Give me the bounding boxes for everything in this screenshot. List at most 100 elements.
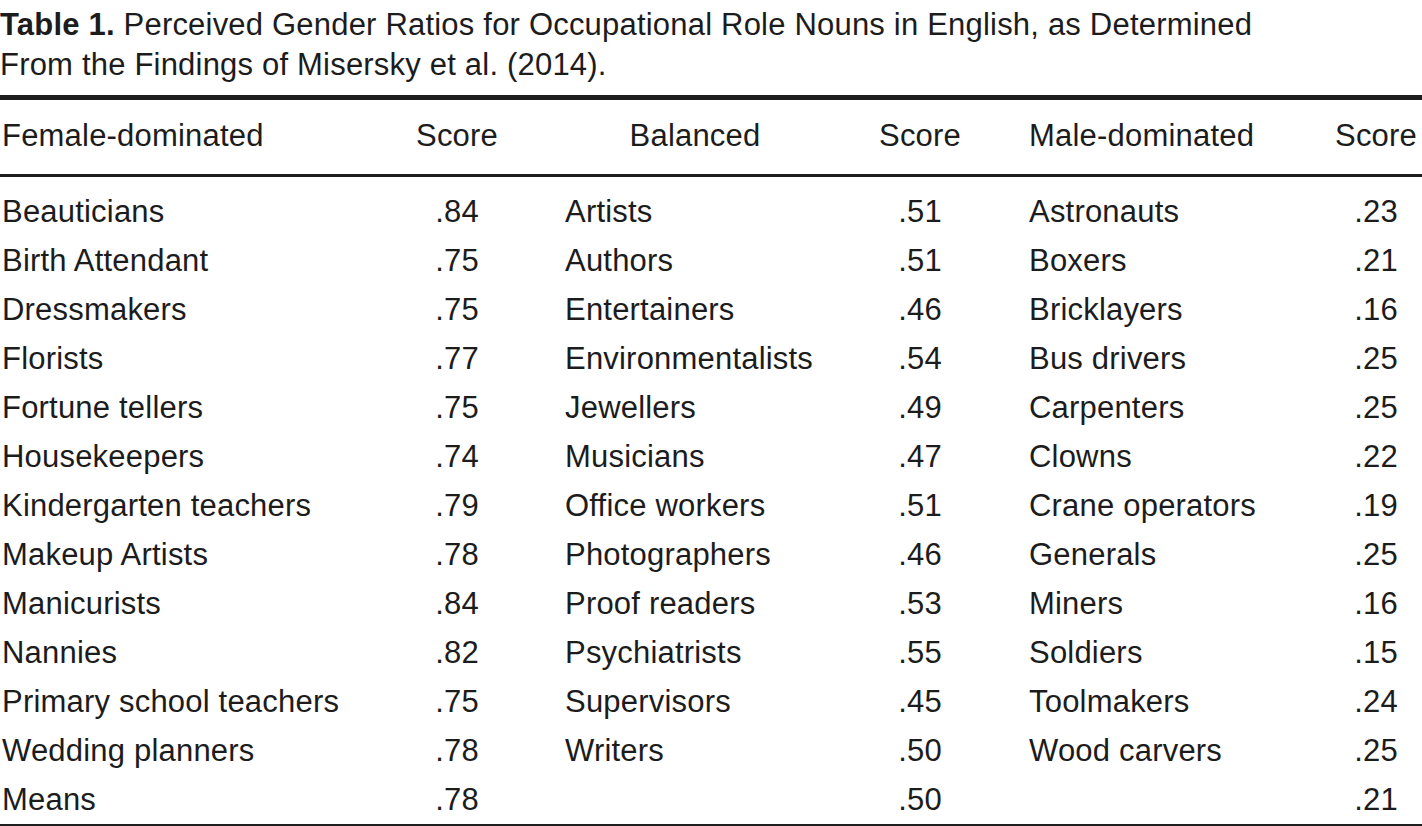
occupation-cell-male: Miners: [975, 579, 1330, 628]
score-cell-male: .19: [1330, 481, 1422, 530]
gender-ratio-table: Female-dominated Score Balanced Score Ma…: [0, 95, 1422, 826]
table-row: Wedding planners.78Writers.50Wood carver…: [0, 726, 1422, 775]
table-caption: Table 1. Perceived Gender Ratios for Occ…: [0, 5, 1422, 85]
column-header-male-dominated: Male-dominated: [975, 98, 1330, 176]
score-cell-female: .74: [412, 432, 502, 481]
score-cell-female: .78: [412, 726, 502, 775]
column-header-female-dominated: Female-dominated: [0, 98, 412, 176]
occupation-cell-balanced: Writers: [502, 726, 865, 775]
occupation-cell-male: Soldiers: [975, 628, 1330, 677]
occupation-cell-balanced: Supervisors: [502, 677, 865, 726]
occupation-cell-female: Birth Attendant: [0, 236, 412, 285]
score-cell-male: .25: [1330, 726, 1422, 775]
table-row: Nannies.82Psychiatrists.55Soldiers.15: [0, 628, 1422, 677]
occupation-cell-male: Bus drivers: [975, 334, 1330, 383]
score-cell-male: .23: [1330, 176, 1422, 237]
table-row: Florists.77Environmentalists.54Bus drive…: [0, 334, 1422, 383]
score-cell-male: .22: [1330, 432, 1422, 481]
score-cell-male: .16: [1330, 579, 1422, 628]
score-cell-male: .21: [1330, 236, 1422, 285]
occupation-cell-balanced: Office workers: [502, 481, 865, 530]
occupation-cell-female: Fortune tellers: [0, 383, 412, 432]
score-cell-male: .16: [1330, 285, 1422, 334]
score-cell-balanced: .50: [865, 726, 975, 775]
score-cell-balanced: .54: [865, 334, 975, 383]
table-row: Kindergarten teachers.79Office workers.5…: [0, 481, 1422, 530]
score-cell-male: .24: [1330, 677, 1422, 726]
occupation-cell-male: Toolmakers: [975, 677, 1330, 726]
score-cell-balanced: .51: [865, 236, 975, 285]
column-header-score-1: Score: [412, 98, 502, 176]
occupation-cell-male: Clowns: [975, 432, 1330, 481]
table-row: Birth Attendant.75Authors.51Boxers.21: [0, 236, 1422, 285]
occupation-cell-male: Wood carvers: [975, 726, 1330, 775]
score-cell-male: .25: [1330, 383, 1422, 432]
table-row: Housekeepers.74Musicians.47Clowns.22: [0, 432, 1422, 481]
score-cell-female: .75: [412, 236, 502, 285]
score-cell-balanced: .45: [865, 677, 975, 726]
occupation-cell-balanced: Artists: [502, 176, 865, 237]
table-header: Female-dominated Score Balanced Score Ma…: [0, 98, 1422, 176]
score-cell-balanced: .50: [865, 775, 975, 826]
occupation-cell-male: Generals: [975, 530, 1330, 579]
occupation-cell-balanced: Psychiatrists: [502, 628, 865, 677]
score-cell-female: .77: [412, 334, 502, 383]
occupation-cell-male: Astronauts: [975, 176, 1330, 237]
table-row: Means.78 .50 .21: [0, 775, 1422, 826]
occupation-cell-female: Manicurists: [0, 579, 412, 628]
score-cell-female: .79: [412, 481, 502, 530]
occupation-cell-male: Crane operators: [975, 481, 1330, 530]
table-row: Manicurists.84Proof readers.53Miners.16: [0, 579, 1422, 628]
table-body: Beauticians.84Artists.51Astronauts.23Bir…: [0, 176, 1422, 826]
occupation-cell-male: Carpenters: [975, 383, 1330, 432]
score-cell-female: .82: [412, 628, 502, 677]
occupation-cell-balanced: Proof readers: [502, 579, 865, 628]
table-row: Makeup Artists.78Photographers.46General…: [0, 530, 1422, 579]
occupation-cell-balanced: Authors: [502, 236, 865, 285]
occupation-cell-male: Boxers: [975, 236, 1330, 285]
occupation-cell-female: Beauticians: [0, 176, 412, 237]
occupation-cell-female: Wedding planners: [0, 726, 412, 775]
table-row: Dressmakers.75Entertainers.46Bricklayers…: [0, 285, 1422, 334]
score-cell-balanced: .51: [865, 176, 975, 237]
table-row: Primary school teachers.75Supervisors.45…: [0, 677, 1422, 726]
occupation-cell-female: Dressmakers: [0, 285, 412, 334]
score-cell-female: .78: [412, 775, 502, 826]
score-cell-male: .21: [1330, 775, 1422, 826]
score-cell-balanced: .55: [865, 628, 975, 677]
score-cell-male: .15: [1330, 628, 1422, 677]
column-header-balanced: Balanced: [502, 98, 865, 176]
score-cell-balanced: .49: [865, 383, 975, 432]
column-header-score-2: Score: [865, 98, 975, 176]
occupation-cell-balanced: Entertainers: [502, 285, 865, 334]
caption-line-1: Table 1. Perceived Gender Ratios for Occ…: [0, 5, 1422, 45]
score-cell-female: .75: [412, 677, 502, 726]
occupation-cell-female: Kindergarten teachers: [0, 481, 412, 530]
occupation-cell-male: Bricklayers: [975, 285, 1330, 334]
occupation-cell-female: Housekeepers: [0, 432, 412, 481]
occupation-cell-balanced: Environmentalists: [502, 334, 865, 383]
occupation-cell-male: [975, 775, 1330, 826]
column-header-score-3: Score: [1330, 98, 1422, 176]
occupation-cell-female: Primary school teachers: [0, 677, 412, 726]
header-row: Female-dominated Score Balanced Score Ma…: [0, 98, 1422, 176]
occupation-cell-balanced: [502, 775, 865, 826]
table-number-label: Table 1.: [0, 7, 115, 42]
score-cell-male: .25: [1330, 334, 1422, 383]
score-cell-female: .78: [412, 530, 502, 579]
occupation-cell-balanced: Musicians: [502, 432, 865, 481]
score-cell-balanced: .46: [865, 285, 975, 334]
score-cell-balanced: .46: [865, 530, 975, 579]
caption-text: Perceived Gender Ratios for Occupational…: [124, 7, 1253, 42]
caption-line-2: From the Findings of Misersky et al. (20…: [0, 45, 1422, 85]
occupation-cell-balanced: Jewellers: [502, 383, 865, 432]
score-cell-female: .84: [412, 579, 502, 628]
table-row: Beauticians.84Artists.51Astronauts.23: [0, 176, 1422, 237]
paper-page: Table 1. Perceived Gender Ratios for Occ…: [0, 0, 1422, 826]
occupation-cell-female: Florists: [0, 334, 412, 383]
score-cell-balanced: .47: [865, 432, 975, 481]
occupation-cell-female: Means: [0, 775, 412, 826]
score-cell-balanced: .53: [865, 579, 975, 628]
table-row: Fortune tellers.75Jewellers.49Carpenters…: [0, 383, 1422, 432]
score-cell-male: .25: [1330, 530, 1422, 579]
